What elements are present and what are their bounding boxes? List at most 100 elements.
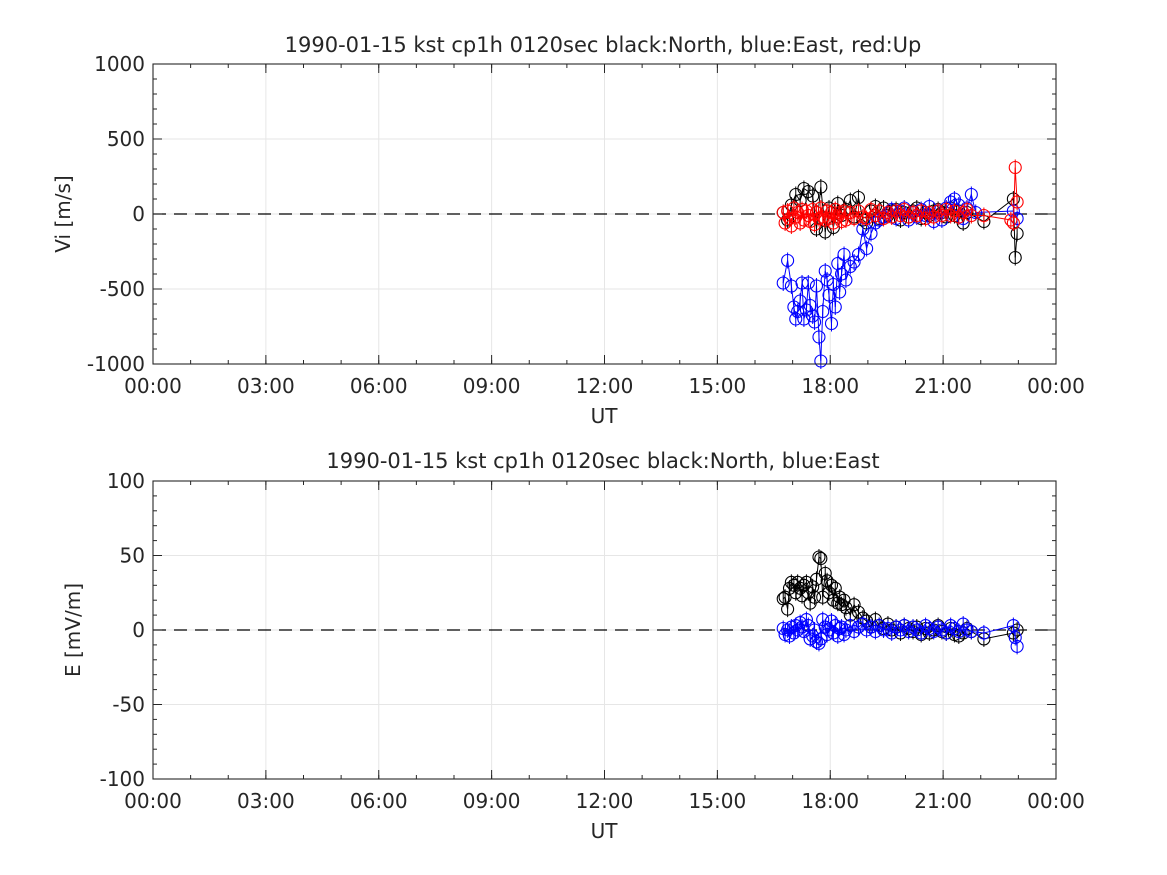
x-tick-label: 06:00 [350, 374, 408, 398]
data-point [847, 598, 861, 612]
data-point [864, 620, 878, 634]
data-point [812, 330, 826, 344]
data-point [801, 276, 815, 290]
data-point [824, 578, 839, 592]
data-point [902, 210, 916, 224]
data-point [822, 211, 836, 226]
data-point [922, 621, 936, 636]
data-point [881, 621, 895, 636]
data-point [818, 264, 832, 278]
data-point [828, 300, 842, 314]
data-point [837, 247, 851, 262]
data-point [977, 208, 991, 223]
x-tick-label: 03:00 [237, 374, 295, 398]
plot-area [152, 480, 1057, 780]
data-point [808, 590, 822, 604]
data-point [1008, 250, 1022, 265]
data-point [809, 572, 824, 586]
series-up [776, 159, 1024, 234]
electric-field-panel: 1990-01-15 kst cp1h 0120sec black:North,… [61, 449, 1085, 843]
data-point [922, 205, 936, 220]
data-point [881, 205, 895, 220]
velocity-panel: 1990-01-15 kst cp1h 0120sec black:North,… [51, 33, 1085, 428]
data-point [843, 259, 857, 274]
x-tick-label: 00:00 [1027, 374, 1085, 398]
data-point [1008, 160, 1022, 175]
data-point [816, 613, 830, 627]
data-point [1010, 195, 1024, 209]
y-tick-label: -100 [100, 767, 145, 791]
plot-area [152, 63, 1057, 369]
data-point [793, 216, 807, 230]
x-tick-label: 18:00 [801, 789, 859, 813]
data-point [964, 624, 978, 639]
data-point [910, 623, 924, 637]
data-point [1006, 216, 1020, 230]
data-point [787, 201, 801, 215]
data-point [897, 202, 911, 217]
data-point [889, 204, 903, 218]
data-point [797, 181, 811, 196]
x-tick-label: 06:00 [350, 789, 408, 813]
data-point [833, 285, 847, 299]
data-point [834, 620, 849, 634]
data-point [814, 354, 828, 368]
data-point [812, 550, 826, 564]
data-point [914, 204, 928, 218]
data-point [939, 626, 953, 640]
x-tick-label: 12:00 [576, 789, 634, 813]
velocity-panel-title: 1990-01-15 kst cp1h 0120sec black:North,… [285, 33, 922, 57]
data-point [1010, 623, 1024, 637]
data-point [893, 623, 908, 637]
electric-field-panel-title: 1990-01-15 kst cp1h 0120sec black:North,… [326, 449, 879, 473]
y-tick-label: -50 [112, 693, 145, 717]
data-point [956, 205, 970, 220]
x-tick-label: 09:00 [463, 789, 521, 813]
y-tick-label: -500 [100, 277, 145, 301]
data-point [814, 551, 828, 566]
data-point [906, 205, 920, 220]
data-point [860, 241, 874, 256]
y-tick-label: 100 [107, 469, 145, 493]
data-point [839, 273, 853, 287]
data-point [860, 211, 874, 226]
data-point [801, 184, 815, 199]
x-tick-label: 15:00 [689, 789, 747, 813]
data-point [847, 255, 861, 269]
y-tick-label: -1000 [87, 352, 145, 376]
data-point [814, 180, 828, 194]
data-point [797, 578, 811, 592]
data-point [1008, 630, 1022, 645]
data-point [806, 202, 820, 217]
data-point [828, 581, 842, 595]
data-point [784, 219, 798, 233]
data-point [839, 623, 853, 637]
x-tick-label: 00:00 [124, 374, 182, 398]
y-tick-label: 50 [120, 544, 145, 568]
velocity-panel-y-label: Vi [m/s] [51, 175, 75, 252]
data-point [809, 279, 824, 293]
data-point [872, 204, 886, 218]
data-point [847, 624, 861, 639]
x-tick-label: 15:00 [689, 374, 747, 398]
data-point [952, 210, 966, 224]
data-point [828, 202, 842, 217]
x-tick-label: 03:00 [237, 789, 295, 813]
data-point [839, 601, 853, 615]
x-tick-label: 09:00 [463, 374, 521, 398]
data-point [914, 626, 928, 640]
x-tick-label: 21:00 [914, 789, 972, 813]
electric-field-panel-y-label: E [mV/m] [61, 583, 85, 677]
y-tick-label: 0 [132, 618, 145, 642]
data-point [964, 187, 978, 202]
x-tick-label: 21:00 [914, 374, 972, 398]
x-tick-label: 00:00 [124, 789, 182, 813]
data-point [902, 624, 916, 639]
data-point [872, 618, 886, 633]
data-point [781, 602, 795, 616]
data-point [935, 623, 949, 637]
data-point [910, 208, 924, 223]
series-east [776, 611, 1024, 655]
velocity-panel-x-label: UT [591, 404, 619, 428]
data-point [803, 298, 817, 313]
